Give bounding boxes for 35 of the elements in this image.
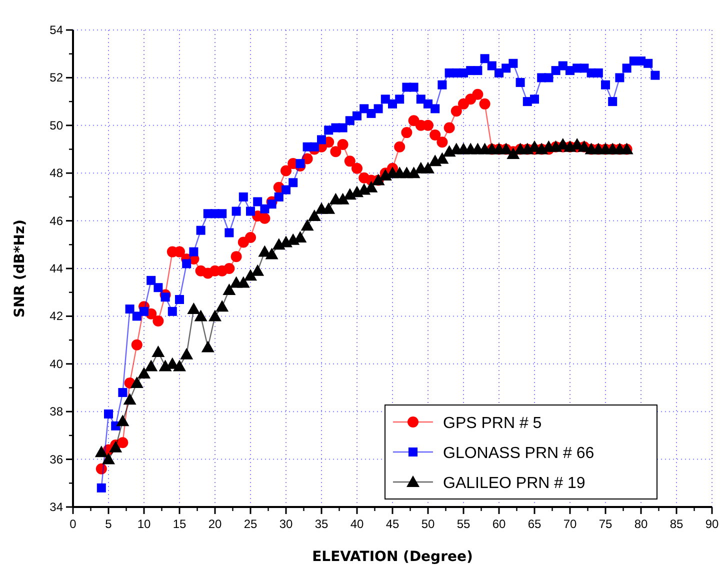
x-tick-label: 45	[386, 517, 400, 531]
x-tick-label: 85	[670, 517, 684, 531]
y-tick-label: 44	[50, 262, 64, 276]
y-tick-label: 34	[50, 500, 64, 514]
legend-label: GALILEO PRN # 19	[443, 475, 586, 492]
x-tick-label: 70	[563, 517, 577, 531]
x-tick-label: 5	[105, 517, 112, 531]
x-tick-label: 25	[244, 517, 258, 531]
y-tick-label: 50	[50, 118, 64, 132]
legend-label: GLONASS PRN # 66	[443, 445, 594, 462]
x-tick-label: 90	[705, 517, 719, 531]
y-tick-label: 42	[50, 309, 64, 324]
legend-label: GPS PRN # 5	[443, 415, 542, 432]
x-tick-label: 75	[598, 517, 612, 531]
y-tick-label: 38	[50, 404, 64, 419]
y-axis-title: SNR (dB*Hz)	[12, 219, 28, 318]
x-tick-label: 30	[279, 517, 293, 531]
x-tick-label: 10	[137, 517, 151, 531]
x-tick-label: 50	[421, 517, 435, 531]
y-tick-label: 52	[50, 70, 64, 85]
x-tick-label: 55	[456, 517, 470, 531]
x-tick-label: 20	[208, 517, 222, 531]
x-tick-label: 60	[492, 517, 506, 531]
y-tick-label: 36	[50, 452, 64, 466]
x-tick-label: 65	[528, 517, 542, 531]
x-tick-label: 0	[70, 517, 77, 531]
x-tick-label: 40	[350, 517, 364, 531]
y-tick-label: 54	[50, 23, 64, 37]
y-tick-label: 40	[50, 356, 64, 371]
x-tick-label: 35	[314, 517, 328, 531]
x-tick-label: 80	[634, 517, 648, 531]
x-axis-title: ELEVATION (Degree)	[312, 549, 473, 565]
y-tick-label: 46	[50, 214, 64, 228]
y-tick-label: 48	[50, 166, 64, 180]
x-tick-label: 15	[172, 517, 186, 531]
